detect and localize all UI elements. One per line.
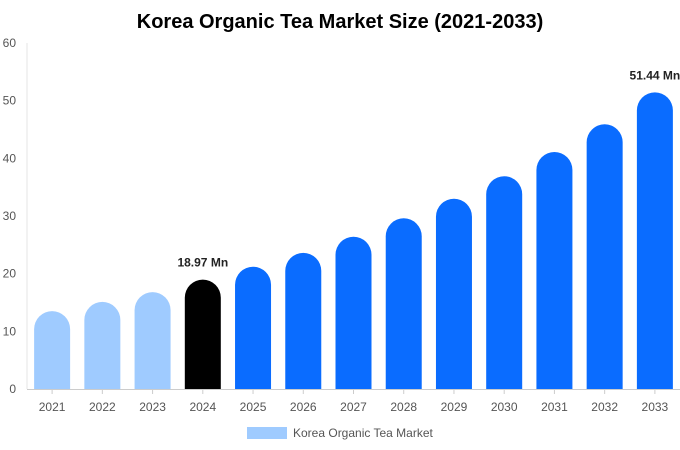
bar-2030[interactable] (486, 176, 523, 389)
bar-2032[interactable] (586, 124, 623, 390)
legend[interactable]: Korea Organic Tea Market (247, 426, 434, 440)
bar-2025[interactable] (235, 266, 272, 389)
legend-label: Korea Organic Tea Market (293, 426, 434, 440)
bar-2026[interactable] (285, 252, 322, 389)
y-tick-label: 10 (3, 324, 17, 338)
bar-2022[interactable] (84, 301, 121, 389)
bar-2028[interactable] (385, 218, 422, 389)
x-tick-label: 2032 (591, 400, 618, 414)
x-tick-label: 2029 (441, 400, 468, 414)
bar-2023[interactable] (134, 292, 171, 389)
x-tick-label: 2031 (541, 400, 568, 414)
bar-2033[interactable] (636, 92, 673, 389)
x-tick-label: 2027 (340, 400, 367, 414)
bars (34, 92, 673, 390)
y-tick-label: 20 (3, 267, 17, 281)
x-tick-label: 2033 (642, 400, 669, 414)
x-axis: 2021 2022 2023 2024 2025 2026 2027 2028 2029 2030… (27, 389, 680, 414)
bar-2024[interactable] (184, 279, 221, 389)
y-tick-label: 30 (3, 209, 17, 223)
bar-2021[interactable] (34, 311, 71, 389)
bar-2031[interactable] (536, 151, 573, 389)
x-tick-label: 2022 (89, 400, 116, 414)
bar-2027[interactable] (335, 236, 372, 389)
x-tick-label: 2023 (139, 400, 166, 414)
x-tick-label: 2021 (39, 400, 66, 414)
chart-title: Korea Organic Tea Market Size (2021-2033… (137, 11, 543, 33)
x-tick-label: 2024 (189, 400, 216, 414)
x-tick-label: 2025 (240, 400, 267, 414)
data-labels: 18.97 Mn 51.44 Mn (177, 68, 680, 269)
legend-swatch (247, 427, 287, 439)
y-tick-label: 0 (9, 382, 16, 396)
data-label-2024: 18.97 Mn (177, 256, 228, 270)
x-tick-label: 2026 (290, 400, 317, 414)
y-tick-label: 40 (3, 151, 17, 165)
y-tick-label: 50 (3, 94, 17, 108)
x-tick-label: 2030 (491, 400, 518, 414)
x-tick-label: 2028 (390, 400, 417, 414)
bar-2029[interactable] (435, 198, 472, 389)
y-axis: 0 10 20 30 40 50 60 (3, 36, 28, 396)
y-tick-label: 60 (3, 36, 17, 50)
data-label-2033: 51.44 Mn (630, 68, 680, 82)
